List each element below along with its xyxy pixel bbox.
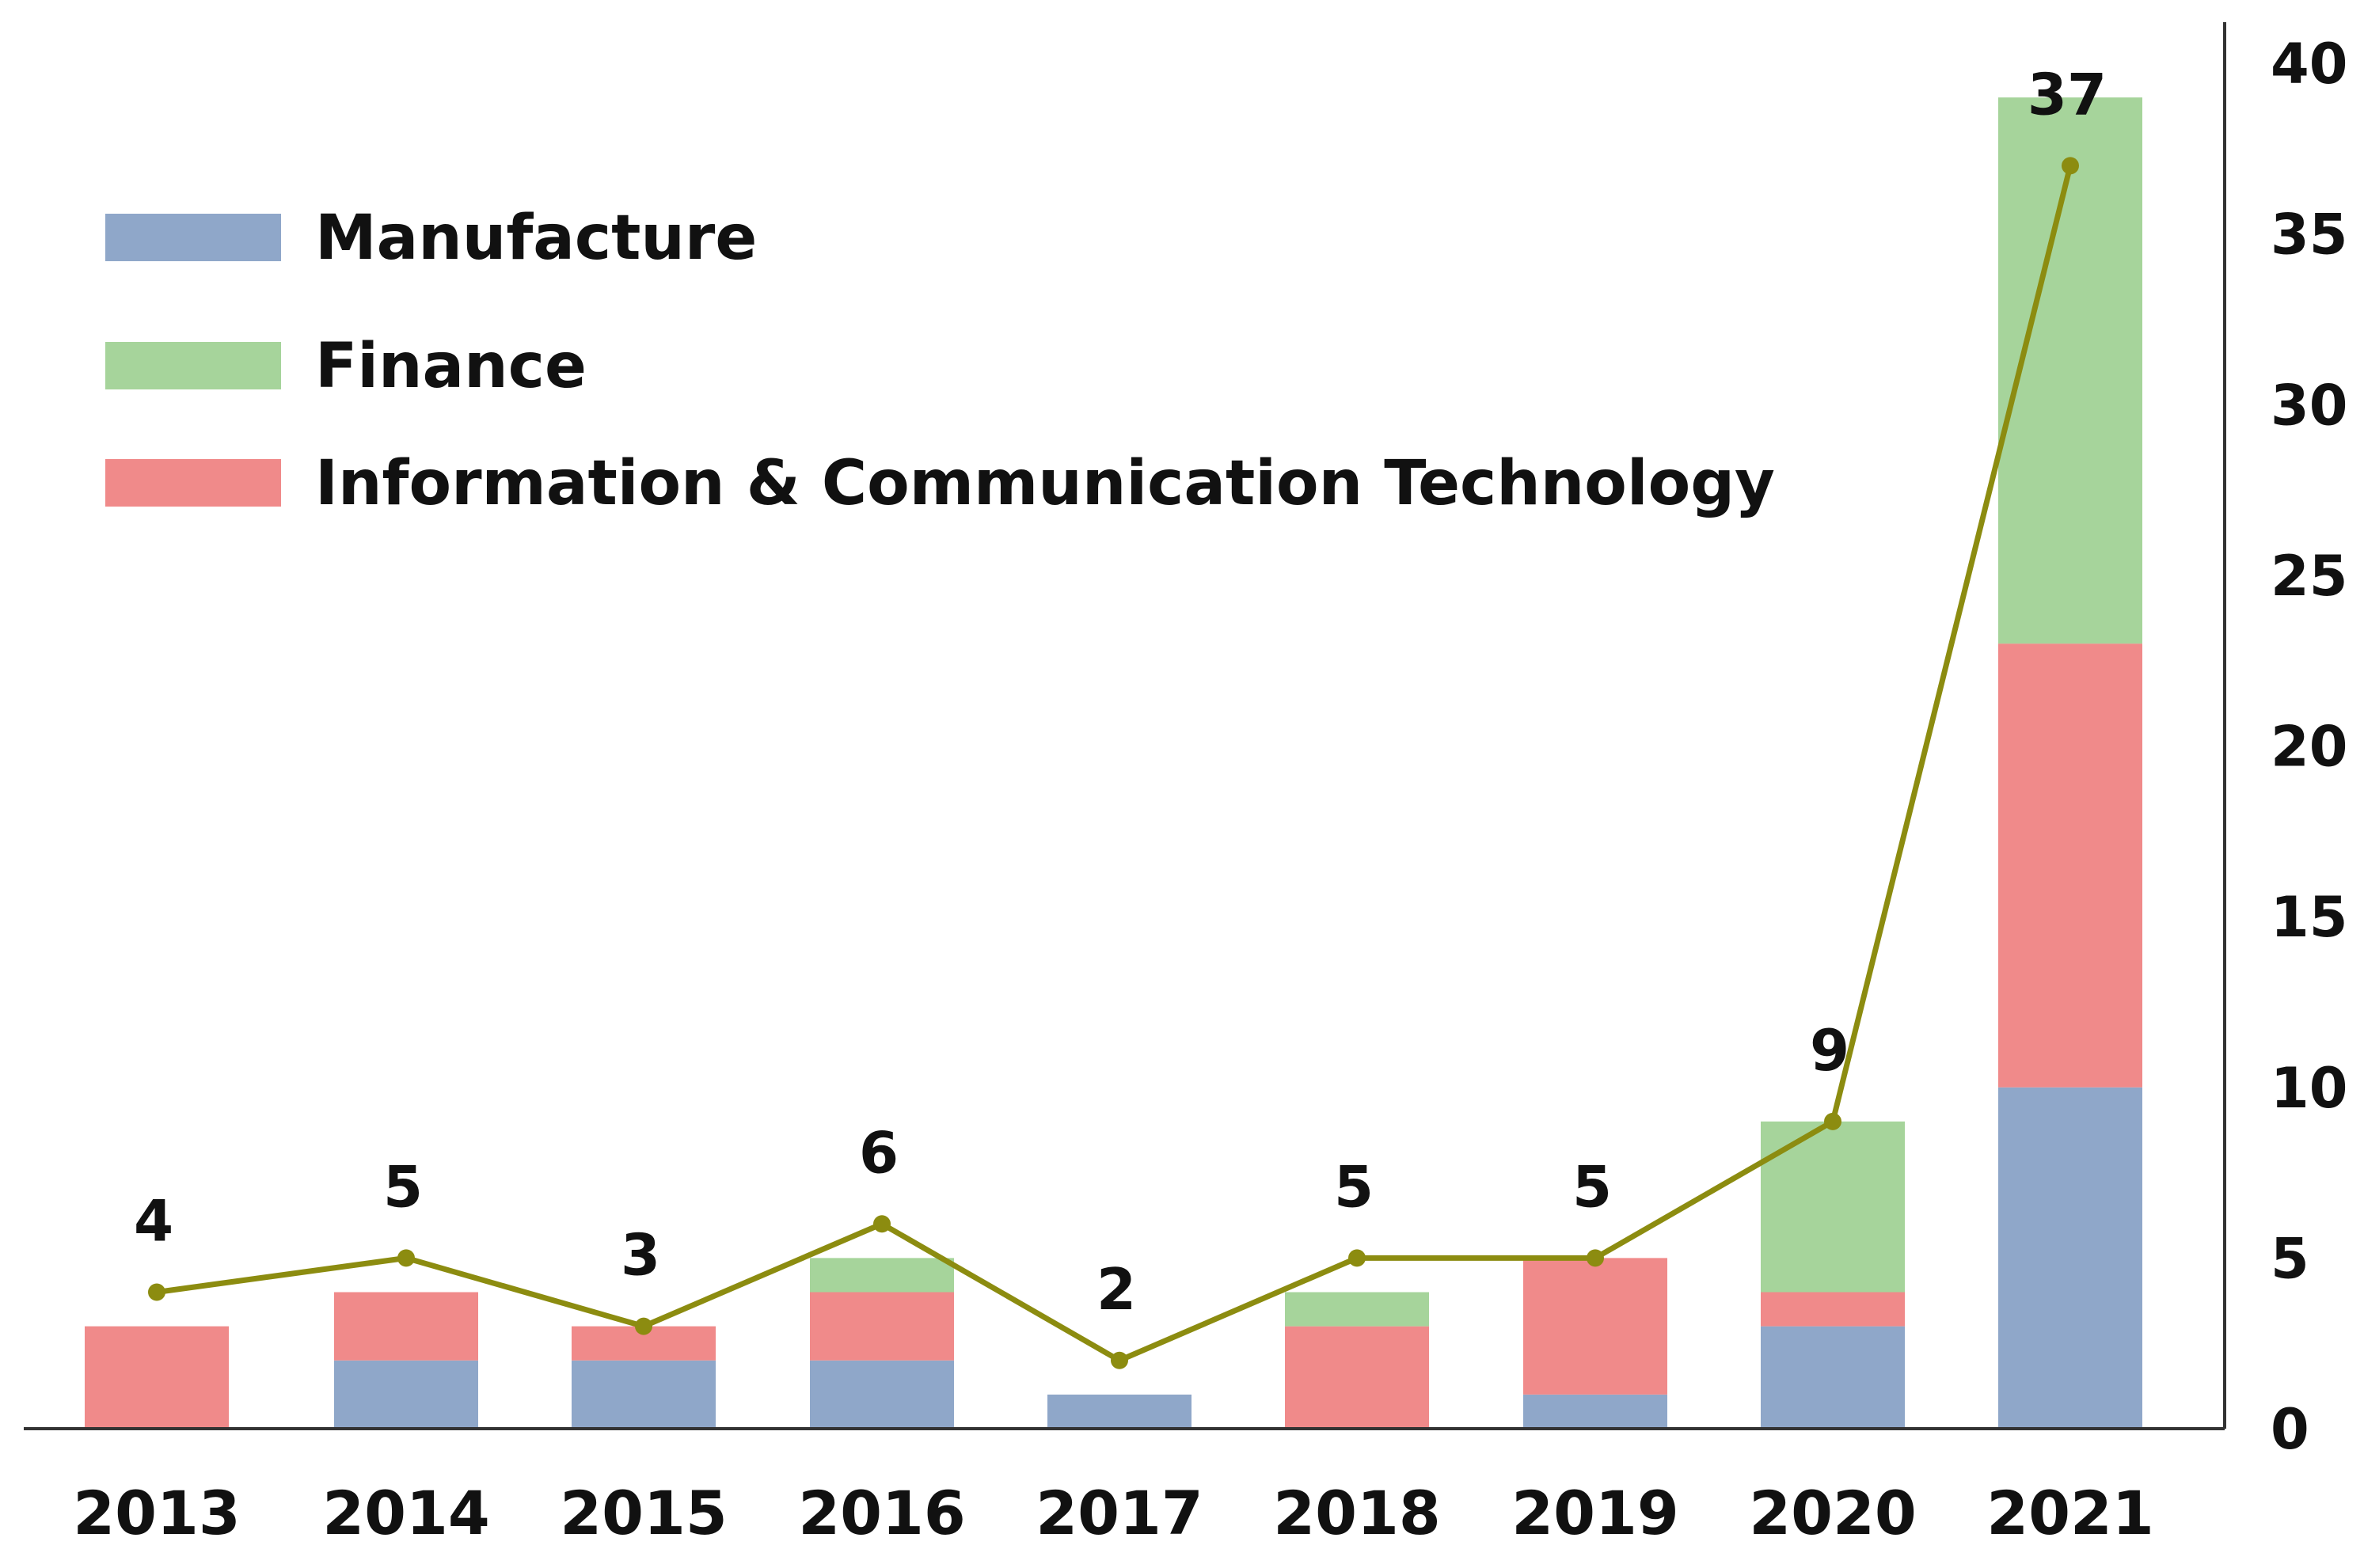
legend-swatch-2 <box>105 459 281 507</box>
total-point-2016 <box>873 1215 891 1233</box>
legend-label: Finance <box>315 331 587 402</box>
bar-segment-information-communication-technology-2020 <box>1761 1292 1905 1327</box>
y-tick-label: 35 <box>2271 203 2347 268</box>
y-tick-label: 30 <box>2271 373 2347 438</box>
total-value-label: 4 <box>134 1188 173 1255</box>
bar-segment-manufacture-2020 <box>1761 1326 1905 1429</box>
total-value-label: 5 <box>1334 1153 1374 1220</box>
legend-label: Information & Communication Technology <box>315 448 1775 519</box>
x-category-label: 2017 <box>1036 1478 1203 1548</box>
total-point-2017 <box>1111 1351 1128 1369</box>
legend-swatch-0 <box>105 214 281 261</box>
bars-layer <box>85 97 2142 1429</box>
x-category-label: 2018 <box>1273 1478 1441 1548</box>
total-value-label: 2 <box>1096 1256 1136 1323</box>
legend-label: Manufacture <box>315 203 757 274</box>
total-point-2018 <box>1348 1249 1366 1267</box>
bar-segment-information-communication-technology-2021 <box>1998 644 2142 1088</box>
y-tick-label: 10 <box>2271 1056 2347 1121</box>
x-category-label: 2016 <box>798 1478 966 1548</box>
y-tick-label: 20 <box>2271 715 2347 780</box>
bar-segment-finance-2021 <box>1998 97 2142 644</box>
x-category-label: 2013 <box>73 1478 241 1548</box>
total-value-label: 5 <box>383 1153 423 1220</box>
total-value-label: 5 <box>1572 1153 1612 1220</box>
legend-swatch-1 <box>105 342 281 389</box>
total-line-layer <box>148 157 2079 1369</box>
x-category-label: 2021 <box>1986 1478 2154 1548</box>
x-category-label: 2014 <box>322 1478 490 1548</box>
total-value-label: 6 <box>859 1119 899 1186</box>
bar-segment-manufacture-2015 <box>572 1360 716 1429</box>
total-value-label: 3 <box>621 1222 660 1289</box>
total-point-2020 <box>1824 1112 1841 1130</box>
bar-segment-information-communication-technology-2018 <box>1285 1326 1429 1429</box>
bar-segment-information-communication-technology-2016 <box>810 1292 954 1361</box>
total-point-2013 <box>148 1283 165 1301</box>
x-category-label: 2020 <box>1749 1478 1917 1548</box>
total-value-label: 37 <box>2028 61 2107 127</box>
bar-segment-manufacture-2016 <box>810 1360 954 1429</box>
y-tick-label: 0 <box>2271 1397 2309 1462</box>
bar-segment-information-communication-technology-2014 <box>334 1292 478 1361</box>
bar-segment-finance-2016 <box>810 1258 954 1293</box>
total-point-2021 <box>2062 157 2079 175</box>
total-point-2019 <box>1587 1249 1604 1267</box>
labels-layer: 4 5 3 6 2 5 5 9 37 <box>134 61 2107 1322</box>
bar-segment-manufacture-2021 <box>1998 1087 2142 1429</box>
y-tick-label: 15 <box>2271 885 2347 950</box>
bar-segment-information-communication-technology-2013 <box>85 1326 229 1429</box>
x-category-label: 2015 <box>560 1478 728 1548</box>
bar-segment-manufacture-2017 <box>1047 1394 1192 1429</box>
bar-segment-information-communication-technology-2019 <box>1523 1258 1667 1395</box>
total-point-2015 <box>635 1317 652 1335</box>
x-category-label: 2019 <box>1511 1478 1679 1548</box>
bar-segment-manufacture-2019 <box>1523 1394 1667 1429</box>
bar-segment-finance-2018 <box>1285 1292 1429 1327</box>
y-tick-label: 25 <box>2271 544 2347 609</box>
total-point-2014 <box>397 1249 415 1267</box>
y-tick-label: 40 <box>2271 32 2347 97</box>
bar-segment-manufacture-2014 <box>334 1360 478 1429</box>
bar-segment-finance-2020 <box>1761 1121 1905 1293</box>
legend: Manufacture Finance Information & Communic… <box>105 203 1775 519</box>
total-value-label: 9 <box>1810 1017 1849 1084</box>
y-tick-label: 5 <box>2271 1226 2309 1291</box>
